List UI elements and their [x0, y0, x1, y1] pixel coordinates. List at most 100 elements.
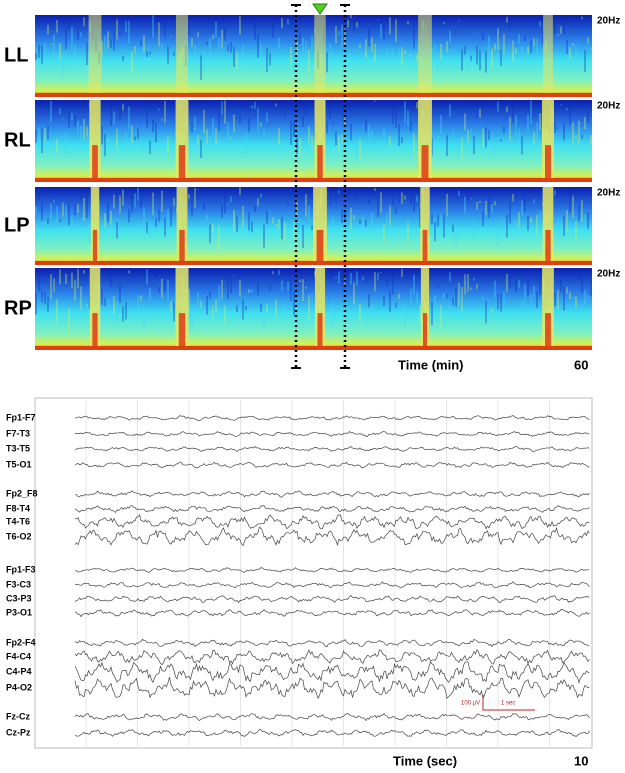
spectrogram-texture	[368, 124, 370, 141]
spectrogram-texture	[575, 134, 577, 140]
spectrogram-texture	[347, 306, 349, 316]
spectrogram-texture	[113, 111, 115, 125]
spectrogram-texture	[215, 128, 217, 144]
spectrogram-texture	[119, 283, 121, 303]
spectrogram-texture	[161, 117, 163, 122]
spectrogram-texture	[206, 129, 208, 144]
spectrogram-texture	[308, 205, 310, 221]
spectrogram-texture	[41, 202, 43, 221]
spectrogram-texture	[68, 21, 70, 29]
spectrogram-texture	[209, 136, 211, 142]
spectrogram-texture	[482, 296, 484, 301]
eeg-panel: Fp1-F7 F7-T3 T3-T5 T5-O1 Fp2_F8 F8-T4 T4-T6 T6-…	[6, 397, 593, 749]
spectrogram-texture	[275, 103, 277, 107]
spectrogram-texture	[335, 131, 337, 146]
spectrogram-texture	[509, 15, 511, 31]
spectrogram-texture	[272, 23, 274, 39]
spectrogram-texture	[293, 291, 295, 316]
spectrogram-texture	[350, 15, 352, 19]
spectrogram-texture	[497, 101, 499, 112]
spectrogram-texture	[152, 15, 154, 38]
spectrogram-texture	[146, 222, 148, 234]
spectrogram-texture	[50, 43, 52, 45]
spectrogram-texture	[371, 37, 373, 52]
spectrogram-texture	[224, 305, 226, 324]
spectrogram-texture	[89, 223, 91, 243]
spectrogram-texture	[512, 101, 514, 122]
spectrogram-texture	[128, 270, 130, 274]
spectrogram	[35, 268, 592, 350]
spectrogram-texture	[359, 138, 361, 157]
spectrogram-texture	[35, 130, 37, 143]
spectrogram-texture	[476, 45, 478, 65]
spectrogram-texture	[50, 100, 52, 123]
spectrogram-texture	[488, 197, 490, 218]
spectrogram-texture	[143, 206, 145, 226]
spectrogram-band	[179, 229, 185, 265]
spectrogram-texture	[500, 218, 502, 225]
spectrogram-texture	[119, 195, 121, 214]
spectrogram-texture	[362, 125, 364, 128]
spectrogram-texture	[263, 128, 265, 136]
spectrogram-texture	[167, 279, 169, 301]
scale-amplitude: 100 µV	[461, 701, 480, 707]
spectrogram-texture	[527, 215, 529, 231]
spectrogram-texture	[446, 41, 448, 53]
spectrogram-texture	[584, 50, 586, 73]
spectrogram-texture	[62, 52, 64, 75]
spectrogram-texture	[404, 302, 406, 327]
spectrogram-texture	[359, 219, 361, 225]
spectrogram-texture	[479, 200, 481, 203]
spectrogram-texture	[329, 106, 331, 119]
spectrogram-texture	[293, 50, 295, 74]
spectrogram-texture	[374, 43, 376, 62]
freq-label: 20Hz	[597, 269, 620, 280]
spectrogram-texture	[68, 308, 70, 333]
spectrogram-texture	[473, 219, 475, 239]
spectrogram-texture	[203, 50, 205, 74]
spectrogram-texture	[566, 209, 568, 231]
spectrogram-texture	[104, 212, 106, 228]
spectrogram	[35, 15, 592, 97]
eeg-trace	[75, 490, 590, 498]
spectrogram-texture	[380, 24, 382, 39]
spectrogram-texture	[440, 44, 442, 60]
spectrogram-texture	[452, 17, 454, 20]
spectrogram-texture	[44, 43, 46, 59]
spectrogram-texture	[140, 199, 142, 209]
spectrogram-texture	[566, 286, 568, 295]
spectrogram-texture	[446, 135, 448, 156]
spectrogram-texture	[77, 120, 79, 135]
spectrogram-texture	[521, 136, 523, 155]
spectrogram-texture	[41, 290, 43, 303]
spectrogram-texture	[464, 46, 466, 55]
spectrogram-texture	[113, 31, 115, 51]
spectrogram-texture	[131, 125, 133, 144]
spectrogram-texture	[368, 294, 370, 308]
spectrogram-texture	[383, 224, 385, 245]
spectrogram-texture	[557, 217, 559, 237]
spectrogram-texture	[560, 26, 562, 34]
spectrogram-texture	[251, 289, 253, 293]
spectrogram-texture	[242, 299, 244, 320]
spectrogram-texture	[506, 273, 508, 292]
spectrogram-texture	[167, 136, 169, 153]
spectrogram-texture	[299, 31, 301, 44]
eeg-trace	[74, 461, 590, 469]
spectrogram-texture	[302, 224, 304, 249]
spectrogram-texture	[368, 28, 370, 47]
spectrogram-texture	[341, 134, 343, 144]
spectrogram-band	[317, 313, 323, 350]
spectrogram-texture	[578, 205, 580, 222]
spectrogram-texture	[482, 211, 484, 227]
spectrogram-texture	[362, 214, 364, 228]
spectrogram-texture	[167, 46, 169, 64]
spectrogram-texture	[200, 55, 202, 80]
spectrogram-texture	[101, 289, 103, 306]
spectrogram-texture	[242, 100, 244, 111]
spectrogram-texture	[56, 298, 58, 324]
spectrogram-texture	[563, 215, 565, 236]
spectrogram-texture	[122, 306, 124, 322]
spectrogram-texture	[332, 215, 334, 230]
spectrogram-texture	[293, 121, 295, 137]
